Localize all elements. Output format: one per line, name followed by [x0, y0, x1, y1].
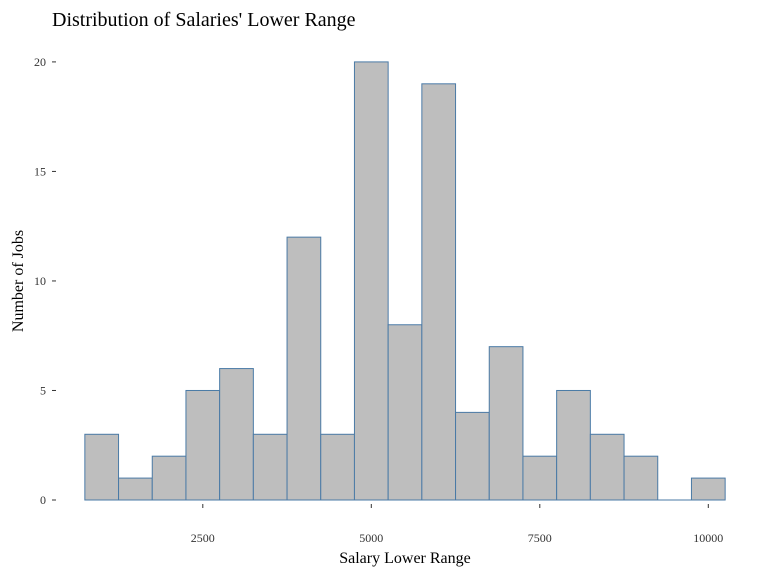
y-tick-label: 20	[34, 55, 46, 69]
histogram-bar-1	[118, 477, 153, 501]
histogram-bar-6	[286, 236, 322, 501]
histogram-bar-15	[589, 433, 625, 501]
histogram-bar-2	[151, 455, 187, 501]
y-tick-label: 15	[34, 164, 46, 178]
histogram-bar-11	[455, 411, 490, 501]
y-axis-label: Number of Jobs	[10, 230, 27, 332]
histogram-bar-9	[387, 324, 423, 501]
x-tick-label: 2500	[191, 531, 215, 545]
histogram-bar-14	[556, 389, 591, 501]
histogram-bar-13	[522, 455, 558, 501]
x-tick-label: 5000	[359, 531, 383, 545]
histogram-bar-18	[690, 477, 726, 501]
histogram-bar-8	[353, 61, 389, 501]
x-axis-label: Salary Lower Range	[339, 550, 471, 567]
histogram-bar-16	[623, 455, 659, 501]
histogram-bar-5	[252, 433, 288, 501]
y-axis-ticks: 0 5 10 15 20	[34, 55, 56, 507]
histogram-bar-0	[84, 433, 120, 501]
y-tick-label: 5	[40, 383, 46, 397]
histogram-bar-4	[219, 368, 254, 501]
histogram-bar-10	[421, 83, 457, 501]
chart-title: Distribution of Salaries' Lower Range	[52, 9, 356, 31]
x-axis-ticks: 2500 5000 7500 10000	[191, 504, 723, 545]
x-tick-label: 7500	[528, 531, 552, 545]
histogram-bar-7	[320, 433, 355, 501]
histogram-bar-12	[488, 346, 524, 501]
histogram-bar-3	[185, 389, 221, 501]
y-tick-label: 10	[34, 274, 46, 288]
y-tick-label: 0	[40, 493, 46, 507]
x-tick-label: 10000	[693, 531, 723, 545]
bars-group	[84, 61, 726, 501]
